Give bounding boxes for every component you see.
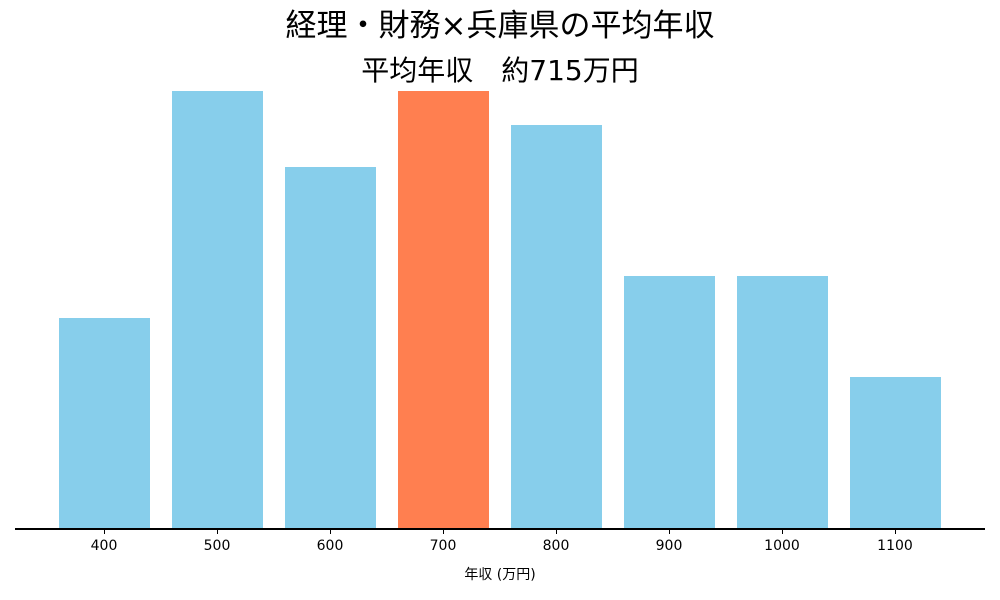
chart-subtitle: 平均年収 約715万円 — [361, 54, 639, 87]
x-tick — [442, 529, 444, 534]
x-tick-label: 400 — [90, 538, 118, 554]
x-axis-line — [15, 528, 985, 530]
x-tick-label: 700 — [429, 538, 457, 554]
x-tick-label: 1100 — [877, 538, 913, 554]
bar-900 — [623, 276, 715, 529]
chart-title: 経理・財務×兵庫県の平均年収 — [285, 8, 715, 44]
bar-600 — [284, 166, 376, 529]
x-tick — [329, 529, 331, 534]
x-tick — [894, 529, 896, 534]
x-tick — [781, 529, 783, 534]
bar-1000 — [736, 276, 828, 529]
x-tick — [555, 529, 557, 534]
x-tick-label: 1000 — [764, 538, 800, 554]
x-tick — [216, 529, 218, 534]
bar-700 — [397, 91, 489, 529]
x-tick-label: 600 — [316, 538, 344, 554]
x-tick-label: 900 — [655, 538, 683, 554]
x-tick-label: 500 — [203, 538, 231, 554]
x-tick — [103, 529, 105, 534]
bar-500 — [171, 91, 263, 529]
bar-1100 — [849, 377, 941, 529]
x-axis-label: 年収 (万円) — [464, 567, 536, 583]
x-tick-label: 800 — [542, 538, 570, 554]
bar-400 — [58, 318, 150, 529]
x-tick — [668, 529, 670, 534]
bar-800 — [510, 124, 602, 529]
